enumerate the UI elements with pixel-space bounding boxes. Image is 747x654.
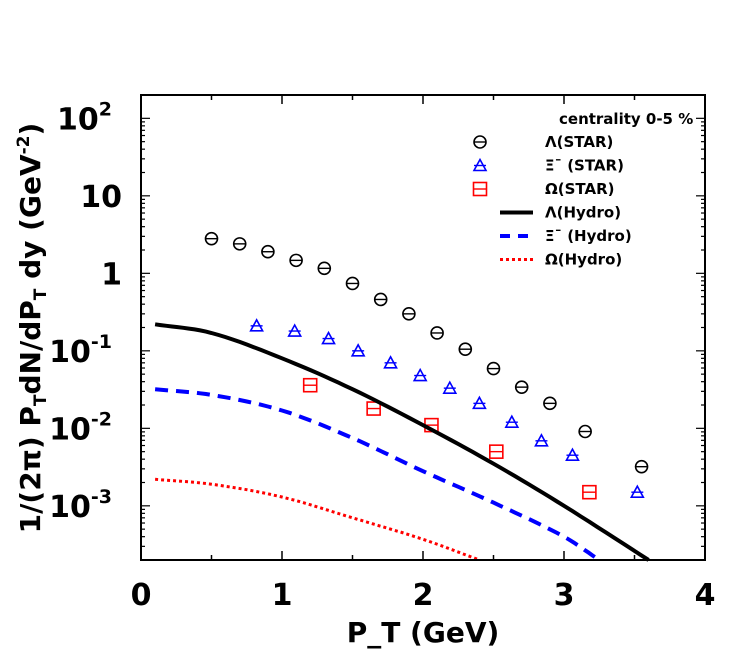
legend-title: centrality 0-5 %	[559, 110, 693, 128]
legend-label: Ξ¯ (Hydro)	[545, 227, 632, 245]
series-line	[154, 387, 601, 562]
plot-marks	[154, 231, 650, 562]
legend-label: Ω(STAR)	[545, 180, 615, 198]
y-tick-label: 1	[101, 257, 122, 292]
legend-label: Ξ¯ (STAR)	[545, 157, 624, 175]
y-axis-label: 1/(2π) PTdN/dPT dy (GeV-2)	[14, 123, 51, 534]
data-point	[489, 444, 504, 459]
series-line	[154, 322, 650, 562]
legend-label: Λ(Hydro)	[545, 204, 621, 222]
y-tick-label: 102	[57, 98, 112, 137]
series-1	[249, 318, 645, 498]
x-tick-labels: 0 1 2 3 4	[131, 578, 716, 613]
legend: centrality 0-5 % Λ(STAR) Ξ¯ (STAR) Ω(STAR)…	[472, 110, 693, 269]
series-line	[154, 477, 480, 562]
y-tick-label: 10	[80, 180, 122, 215]
series-5	[154, 477, 480, 562]
legend-label: Λ(STAR)	[545, 133, 613, 151]
x-tick-label: 2	[413, 578, 434, 613]
x-tick-label: 4	[695, 578, 716, 613]
axis-ticks	[140, 94, 706, 561]
series-3	[154, 322, 650, 562]
x-tick-label: 3	[554, 578, 575, 613]
x-tick-label: 1	[272, 578, 293, 613]
series-0	[204, 231, 649, 474]
data-point	[302, 377, 318, 393]
legend-marker	[472, 181, 488, 197]
legend-label: Ω(Hydro)	[545, 251, 622, 269]
data-point	[582, 484, 597, 500]
x-axis-label: P_T (GeV)	[347, 616, 500, 649]
y-tick-labels: 102 10 1 10-1 10-2 10-3	[49, 98, 122, 525]
data-point	[366, 401, 381, 416]
x-tick-label: 0	[131, 578, 152, 613]
y-tick-label: 10-2	[49, 408, 112, 447]
series-4	[154, 387, 601, 562]
y-tick-label: 10-1	[49, 331, 112, 370]
y-tick-label: 10-3	[49, 486, 112, 525]
